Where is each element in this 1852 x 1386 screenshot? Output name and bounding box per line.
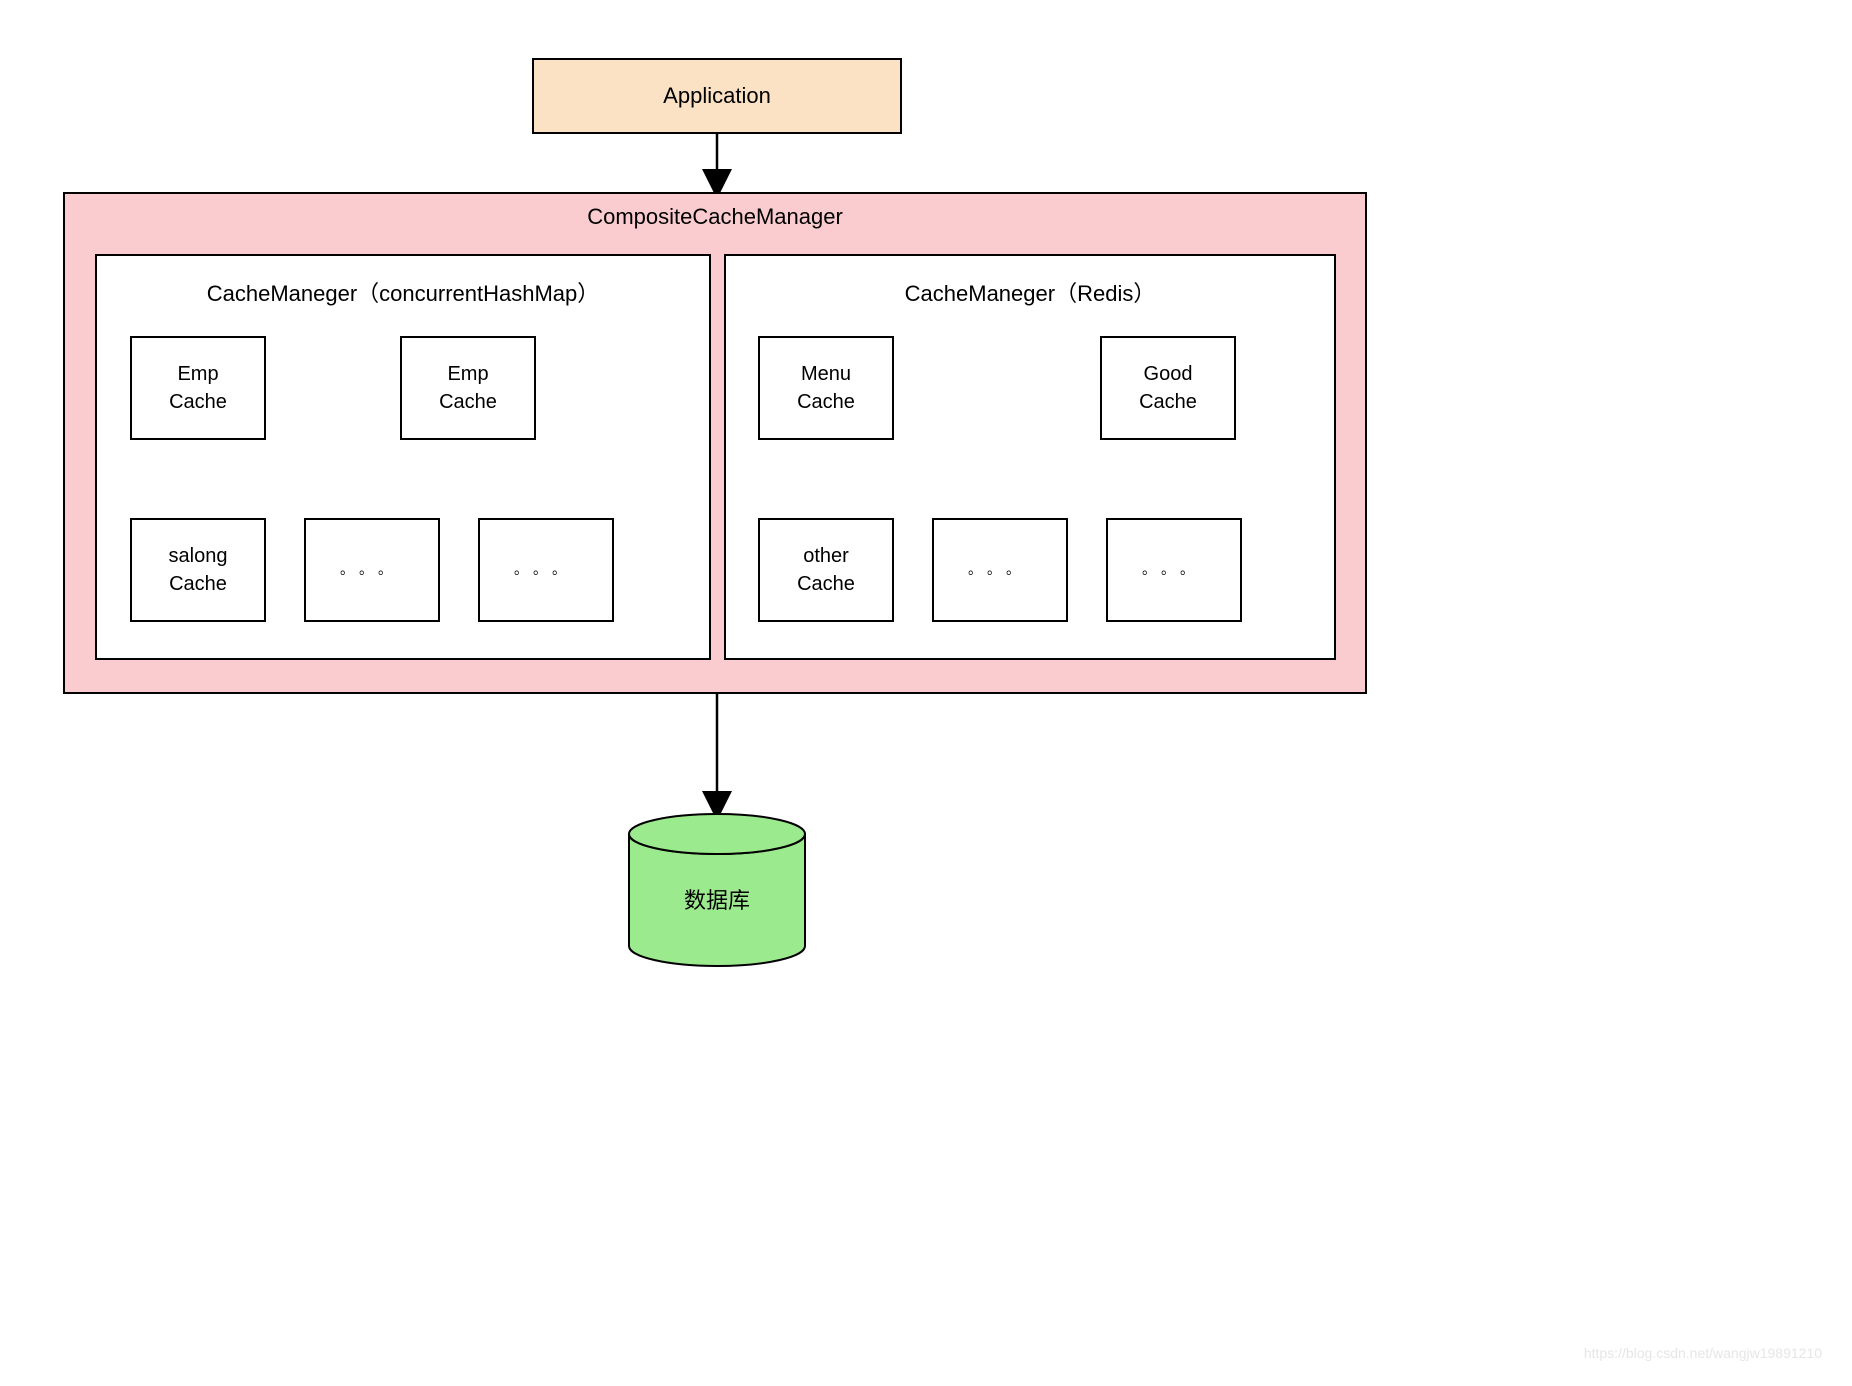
arrow-app-to-composite [717, 134, 737, 192]
cache-box: salong Cache [130, 518, 266, 622]
cache-box: Emp Cache [130, 336, 266, 440]
cache-box: Good Cache [1100, 336, 1236, 440]
cache-box: Emp Cache [400, 336, 536, 440]
cache-box-ellipsis: 。。。 [932, 518, 1068, 622]
cache-manager-panel-title: CacheManeger（Redis） [726, 276, 1334, 308]
watermark-text: https://blog.csdn.net/wangjw19891210 [1584, 1345, 1822, 1361]
cache-box: Menu Cache [758, 336, 894, 440]
application-label: Application [663, 83, 771, 109]
cache-box-ellipsis: 。。。 [478, 518, 614, 622]
cache-manager-panel-title: CacheManeger（concurrentHashMap） [97, 276, 709, 308]
cache-box: other Cache [758, 518, 894, 622]
database-label: 数据库 [684, 888, 750, 913]
cache-box-ellipsis: 。。。 [1106, 518, 1242, 622]
database-node: 数据库 [629, 814, 805, 986]
composite-title: CompositeCacheManager [63, 204, 1367, 230]
arrow-composite-to-db [717, 694, 737, 814]
application-node: Application [532, 58, 902, 134]
cache-box-ellipsis: 。。。 [304, 518, 440, 622]
